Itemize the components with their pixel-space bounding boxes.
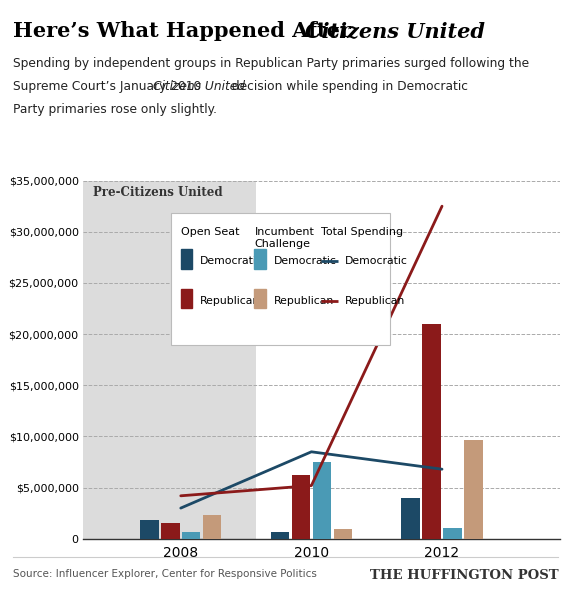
Bar	[255, 249, 266, 269]
Text: Here’s What Happened After: Here’s What Happened After	[13, 21, 357, 41]
Text: Republican: Republican	[200, 296, 260, 306]
Text: Open Seat: Open Seat	[180, 227, 239, 237]
Text: Citizens United: Citizens United	[305, 21, 485, 41]
Bar	[443, 527, 462, 539]
Bar	[182, 532, 200, 539]
Bar	[255, 289, 266, 308]
Text: Total Spending: Total Spending	[321, 227, 403, 237]
FancyBboxPatch shape	[171, 213, 391, 346]
Text: Pre-Citizens United: Pre-Citizens United	[93, 186, 222, 199]
Text: Democratic: Democratic	[274, 256, 336, 266]
Bar	[333, 529, 352, 539]
Text: Spending by independent groups in Republican Party primaries surged following th: Spending by independent groups in Republ…	[13, 57, 529, 70]
Text: Democratic: Democratic	[200, 256, 263, 266]
Bar	[203, 515, 222, 539]
Text: Citizens United: Citizens United	[153, 80, 246, 93]
Bar	[423, 324, 441, 539]
Bar	[180, 249, 192, 269]
Text: Party primaries rose only slightly.: Party primaries rose only slightly.	[13, 103, 216, 116]
Bar	[140, 520, 159, 539]
Bar	[313, 462, 331, 539]
Bar	[180, 289, 192, 308]
Bar	[464, 439, 482, 539]
Text: Republican: Republican	[274, 296, 334, 306]
Text: Republican: Republican	[345, 296, 405, 306]
Text: THE HUFFINGTON POST: THE HUFFINGTON POST	[370, 569, 558, 582]
Bar	[161, 523, 179, 539]
Text: Democratic: Democratic	[345, 256, 408, 266]
Text: Incumbent
Challenge: Incumbent Challenge	[255, 227, 314, 249]
Text: decision while spending in Democratic: decision while spending in Democratic	[228, 80, 468, 93]
Bar	[83, 181, 256, 539]
Text: Supreme Court’s January 2010: Supreme Court’s January 2010	[13, 80, 204, 93]
Text: Source: Influencer Explorer, Center for Responsive Politics: Source: Influencer Explorer, Center for …	[13, 569, 316, 579]
Bar	[271, 532, 289, 539]
Bar	[292, 476, 310, 539]
Bar	[401, 498, 420, 539]
